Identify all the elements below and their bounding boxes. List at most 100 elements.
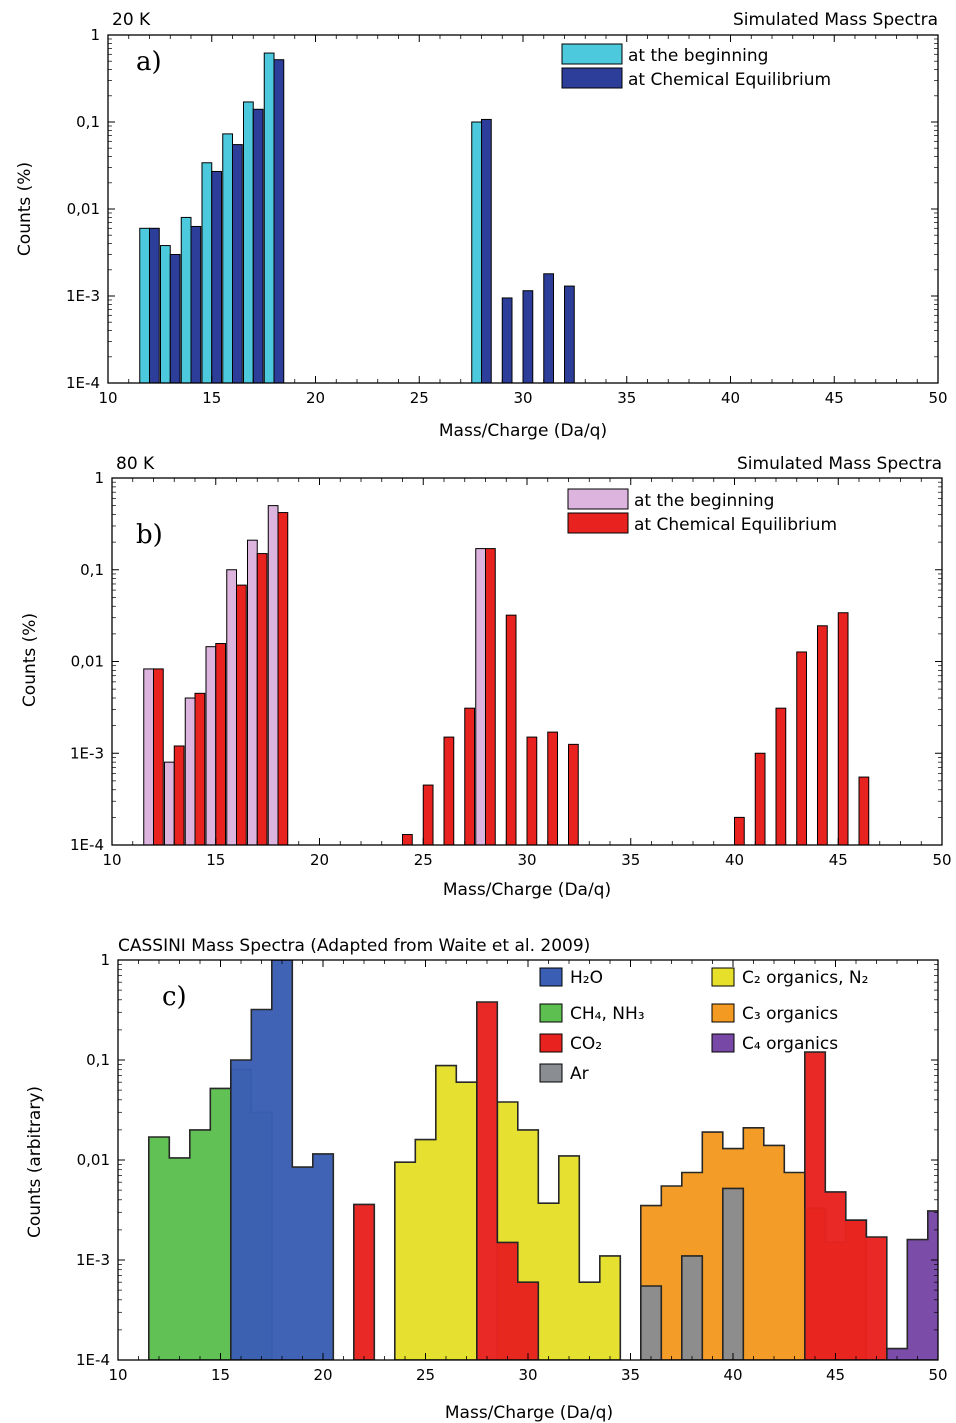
panel-a-x-tick-label: 15 (202, 389, 221, 407)
panel-c-x-tick-label: 50 (928, 1366, 947, 1384)
panel-a-x-tick-label: 10 (98, 389, 117, 407)
panel-b-bar-equilibrium (858, 776, 870, 846)
panel-b-x-tick-label: 30 (517, 851, 536, 869)
panel-a-bar-equilibrium (501, 297, 513, 384)
panel-c-y-axis-title: Counts (arbitrary) (25, 1086, 45, 1238)
panel-b-plot: 10 15 20 25 30 35 40 45 50 1E-4 1E-3 0,01 0,1 1 at the… (70, 469, 952, 869)
panel-c-legend-swatch (711, 1003, 735, 1023)
panel-c-y-tick-label: 1 (100, 951, 110, 969)
panel-c-y-tick-label: 1E-4 (76, 1351, 110, 1369)
panel-a-legend-swatch (561, 43, 623, 65)
panel-c-areas (148, 960, 938, 1360)
panel-b-bar-equilibrium (485, 548, 496, 846)
panel-b-bar-beginning (475, 548, 486, 846)
panel-b-letter: b) (136, 520, 163, 550)
panel-c-area-co- (476, 1001, 540, 1360)
panel-a-temperature: 20 K (112, 10, 151, 30)
panel-c-area-c-organics-n- (394, 1064, 478, 1360)
panel-b-x-tick-label: 10 (102, 851, 121, 869)
panel-b-bar-beginning (267, 505, 279, 846)
panel-b-x-tick-label: 45 (829, 851, 848, 869)
panel-a-bar-equilibrium (252, 108, 264, 384)
panel-c-area-ar (722, 1187, 745, 1360)
panel-b-bar-beginning (184, 697, 196, 846)
panel-a-x-tick-label: 25 (410, 389, 429, 407)
panel-c-x-tick-label: 45 (826, 1366, 845, 1384)
panel-c-area-co- (804, 1051, 888, 1360)
panel-c-x-tick-label: 10 (108, 1366, 127, 1384)
panel-c-x-tick-label: 30 (518, 1366, 537, 1384)
panel-a-bar-beginning (242, 101, 254, 384)
panel-c-legend-label: H₂O (570, 968, 603, 988)
panel-b-temperature: 80 K (116, 454, 155, 474)
panel-b-x-tick-label: 15 (206, 851, 225, 869)
panel-b-bar-beginning (226, 569, 237, 846)
panel-a-bar-beginning (180, 216, 192, 384)
panel-b-y-axis-title: Counts (%) (20, 613, 40, 707)
panel-a-bar-equilibrium (522, 290, 534, 384)
panel-a-bar-equilibrium (232, 144, 243, 384)
panel-c-legend-swatch (539, 1033, 563, 1053)
panel-a-bar-equilibrium (211, 170, 223, 384)
panel-b-legend-swatch (567, 512, 629, 534)
panel-b-bars (143, 505, 870, 846)
panel-a-x-axis-title: Mass/Charge (Da/q) (439, 421, 607, 441)
panel-a-bar-equilibrium (273, 59, 285, 384)
panel-a-x-tick-label: 50 (928, 389, 947, 407)
panel-b-bar-equilibrium (173, 745, 185, 846)
panel-a-x-tick-label: 30 (513, 389, 532, 407)
panel-a-legend-label: at the beginning (628, 46, 768, 66)
panel-a-y-tick-label: 1 (90, 26, 100, 44)
panel-a-x-tick-label: 40 (721, 389, 740, 407)
panel-b-bar-equilibrium (464, 707, 476, 846)
panel-c-legend-label: C₂ organics, N₂ (742, 968, 868, 988)
panel-a-bar-equilibrium (190, 225, 202, 384)
panel-a-legend: at the beginning at Chemical Equilibrium (561, 43, 831, 90)
panel-a-letter: a) (136, 47, 162, 77)
panel-b-bar-equilibrium (734, 816, 745, 846)
panel-b-x-tick-label: 50 (932, 851, 951, 869)
panel-c-area-h-o (230, 960, 335, 1360)
panel-b-legend-label: at the beginning (634, 491, 774, 511)
panel-c-legend-swatch (711, 1033, 735, 1053)
panel-b-bar-beginning (246, 539, 258, 846)
panel-b-bar-equilibrium (194, 692, 206, 846)
panel-c-area-co- (353, 1203, 376, 1360)
panel-c-x-tick-label: 35 (621, 1366, 640, 1384)
panel-a-bar-beginning (222, 133, 233, 384)
panel-a: 20 K Simulated Mass Spectra 10 15 20 25 30 35… (15, 10, 948, 441)
panel-a-bar-beginning (263, 52, 275, 384)
panel-c-y-tick-label: 1E-3 (76, 1251, 110, 1269)
panel-a-bar-beginning (471, 121, 482, 384)
panel-b-x-tick-label: 25 (414, 851, 433, 869)
panel-b-x-axis-title: Mass/Charge (Da/q) (443, 880, 611, 900)
panel-b-bar-beginning (163, 761, 175, 846)
panel-b-bar-equilibrium (277, 512, 289, 846)
panel-c-legend-swatch (539, 1003, 563, 1023)
panel-c-y-tick-label: 0,01 (77, 1151, 110, 1169)
panel-c-x-tick-label: 25 (416, 1366, 435, 1384)
panel-c-y-tick-label: 0,1 (86, 1051, 110, 1069)
panel-a-y-axis-title: Counts (%) (15, 162, 35, 256)
panel-a-bar-equilibrium (149, 227, 160, 384)
panel-b-bar-equilibrium (796, 651, 808, 846)
panel-a-y-tick-label: 0,01 (67, 200, 100, 218)
panel-a-bar-beginning (201, 162, 213, 384)
panel-a-y-tick-label: 0,1 (76, 113, 100, 131)
panel-c-x-tick-label: 20 (313, 1366, 332, 1384)
panel-a-x-tick-label: 45 (825, 389, 844, 407)
panel-a-bar-beginning (139, 227, 150, 384)
panel-b-y-tick-label: 1E-3 (70, 744, 104, 762)
panel-b-legend-swatch (567, 488, 629, 510)
panel-c-legend-label: C₄ organics (742, 1034, 838, 1054)
panel-b-bar-equilibrium (568, 743, 579, 846)
panel-a-bars (139, 52, 575, 384)
panel-a-plot: 10 15 20 25 30 35 40 45 50 1E-4 1E-3 0,01 0,1 1 at the… (66, 26, 948, 407)
panel-b-legend: at the beginning at Chemical Equilibrium (567, 488, 837, 535)
panel-c-legend-label: Ar (570, 1064, 589, 1084)
panel-b-bar-equilibrium (402, 834, 413, 846)
panel-a-bar-equilibrium (481, 118, 492, 384)
panel-c-legend: H₂O CH₄, NH₃ CO₂ Ar C₂ organics, N₂ C₃ organi… (539, 967, 868, 1084)
panel-c-legend-label: CH₄, NH₃ (570, 1004, 645, 1024)
panel-c-legend-swatch (539, 1063, 563, 1083)
